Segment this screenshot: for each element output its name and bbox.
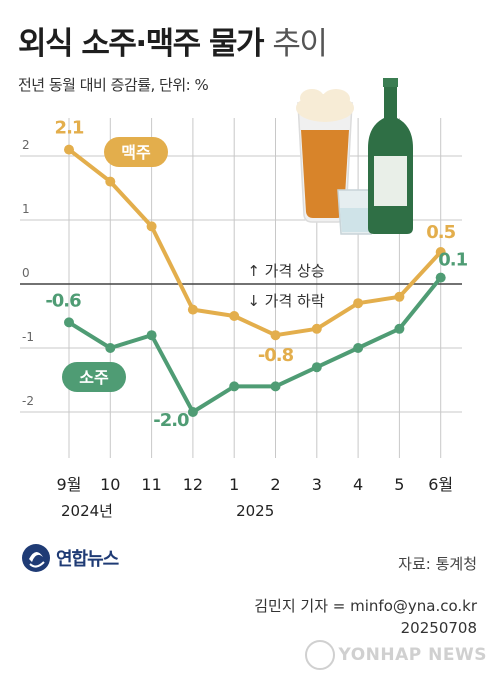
chart-subtitle: 전년 동월 대비 증감률, 단위: % <box>18 76 209 94</box>
data-point <box>105 343 116 353</box>
chart-title: 외식 소주·맥주 물가 추이 <box>18 18 328 63</box>
data-point <box>229 381 240 392</box>
data-point <box>394 323 405 334</box>
data-point <box>435 247 446 257</box>
x-tick-label: 10 <box>100 475 120 494</box>
legend-pill-beer <box>104 137 168 167</box>
data-label: 0.5 <box>426 222 455 243</box>
x-tick-label: 12 <box>183 475 203 494</box>
title-bold: 외식 소주·맥주 물가 <box>18 26 265 62</box>
x-tick-label: 2 <box>270 475 280 494</box>
data-point <box>353 343 364 353</box>
data-point <box>311 323 322 334</box>
annotation-price-up: ↑ 가격 상승 <box>247 262 324 280</box>
year-label-2025: 2025 <box>236 502 274 520</box>
title-light: 추이 <box>272 26 328 62</box>
yonhap-logo-icon <box>22 544 50 572</box>
x-tick-label: 11 <box>141 475 161 494</box>
legend-pill-soju <box>62 362 126 392</box>
byline: 김민지 기자 = minfo@yna.co.kr 20250708 <box>254 595 477 639</box>
publish-date: 20250708 <box>400 619 477 637</box>
x-tick-label: 3 <box>312 475 322 494</box>
source-text: 자료: 통계청 <box>398 555 477 573</box>
data-point <box>146 330 157 341</box>
y-tick-label: -1 <box>22 330 34 344</box>
data-label: -0.8 <box>258 345 294 366</box>
x-tick-label: 9월 <box>57 475 82 494</box>
data-label: 0.1 <box>438 250 467 271</box>
x-tick-label: 6월 <box>428 475 453 494</box>
year-label-2024: 2024년 <box>61 502 113 520</box>
data-point <box>270 381 281 392</box>
legend-label-beer: 맥주 <box>121 143 151 162</box>
data-point <box>146 221 157 232</box>
x-tick-label: 4 <box>353 475 363 494</box>
annotation-price-down: ↓ 가격 하락 <box>247 292 325 310</box>
series-line-0 <box>67 148 443 338</box>
data-point <box>353 298 364 309</box>
data-point <box>311 362 322 373</box>
watermark-text: YONHAP NEWS <box>338 645 487 665</box>
y-tick-label: -2 <box>22 394 34 408</box>
data-point <box>105 176 116 187</box>
data-label: -2.0 <box>153 410 189 431</box>
data-point <box>270 330 281 341</box>
x-tick-label: 1 <box>229 475 239 494</box>
y-tick-label: 1 <box>22 202 30 216</box>
data-point <box>64 144 74 155</box>
x-tick-label: 5 <box>394 475 404 494</box>
logo-text: 연합뉴스 <box>56 549 119 570</box>
data-point <box>187 407 198 417</box>
y-tick-label: 2 <box>22 138 30 152</box>
data-point <box>435 272 446 283</box>
data-point <box>64 317 74 328</box>
data-point <box>187 304 198 315</box>
line-chart: 210-1-2 ↑ 가격 상승↓ 가격 하락 2.1-0.80.5-0.6-2.… <box>20 78 469 520</box>
data-point <box>394 291 405 302</box>
series-line-1 <box>67 276 443 414</box>
data-point <box>229 311 240 321</box>
legend-label-soju: 소주 <box>79 368 109 387</box>
y-tick-label: 0 <box>22 266 30 280</box>
watermark: YONHAP NEWS <box>304 640 487 670</box>
beer-liquid-icon <box>301 130 349 218</box>
data-label: 2.1 <box>55 118 84 139</box>
watermark-icon <box>304 640 335 670</box>
reporter-email: 김민지 기자 = minfo@yna.co.kr <box>254 597 477 615</box>
yonhap-logo: 연합뉴스 <box>20 542 119 574</box>
data-label: -0.6 <box>45 290 81 311</box>
beer-soju-illustration <box>296 78 413 235</box>
bottle-label-icon <box>374 156 407 206</box>
